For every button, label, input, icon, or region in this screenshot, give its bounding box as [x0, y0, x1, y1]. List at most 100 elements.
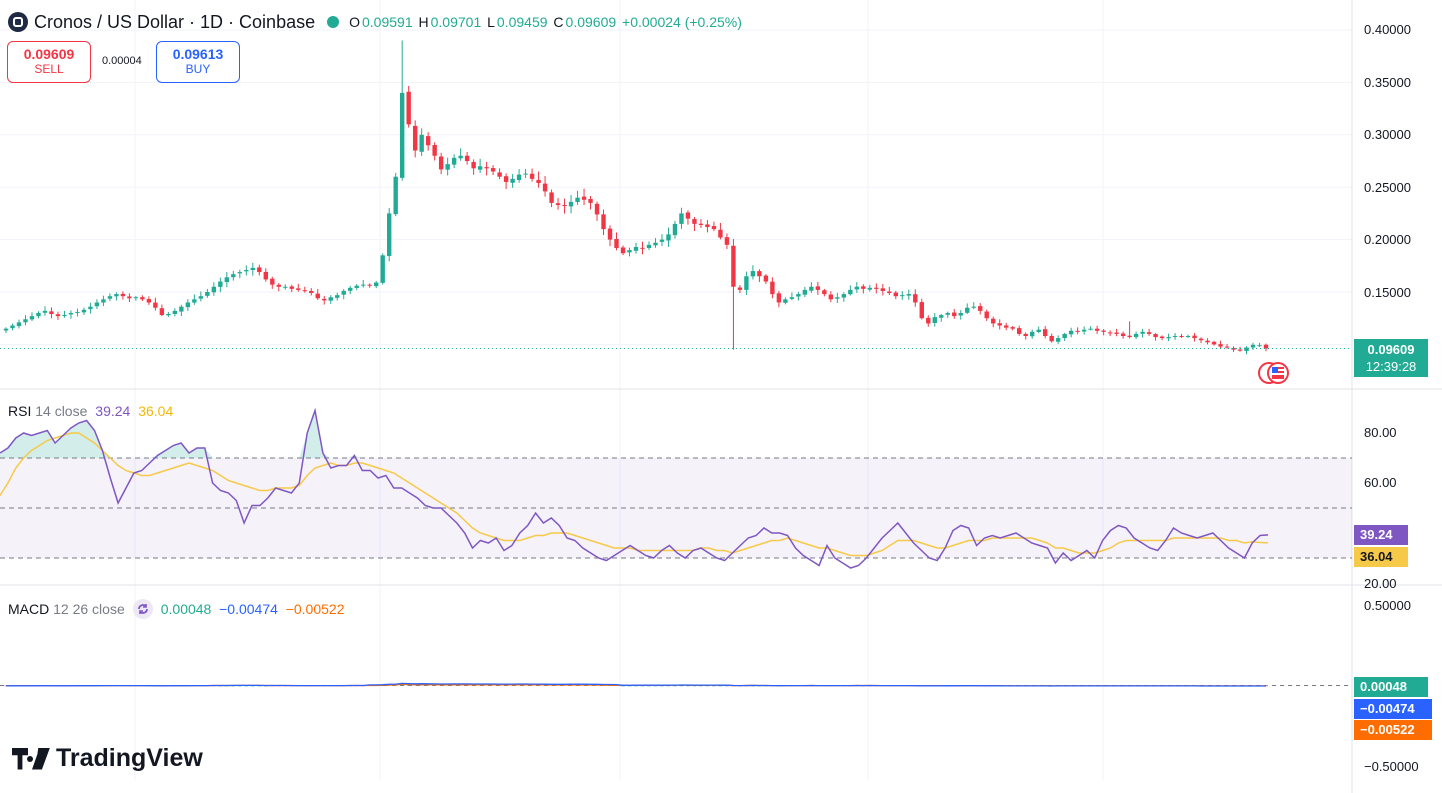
candle-body	[29, 316, 35, 320]
candle-body	[1250, 344, 1256, 348]
candle-body	[497, 172, 502, 177]
candle-body	[601, 214, 606, 230]
symbol-header: Cronos / US Dollar · 1D · Coinbase O 0.09…	[8, 10, 744, 34]
rsi-tick: 60.00	[1364, 475, 1397, 490]
candle-body	[374, 282, 379, 287]
candle-body	[627, 250, 632, 253]
candle-body	[464, 155, 470, 161]
candle-body	[1224, 346, 1230, 348]
symbol-title[interactable]: Cronos / US Dollar · 1D · Coinbase	[34, 11, 316, 32]
rsi-ma-tag: 36.04	[1354, 547, 1408, 567]
candle-body	[367, 284, 372, 286]
rsi-value: 39.24	[95, 403, 131, 419]
candle-body	[309, 290, 314, 294]
candle-body	[211, 286, 217, 293]
candle-body	[906, 294, 911, 296]
candle-body	[666, 234, 671, 241]
candle-body	[724, 237, 730, 245]
macd-tick: 0.50000	[1364, 598, 1411, 613]
candle-body	[1120, 333, 1126, 337]
last-price: 0.09609	[1367, 342, 1415, 357]
us-flag-icon[interactable]	[1258, 362, 1290, 384]
candle-body	[685, 212, 691, 219]
candle-body	[568, 201, 574, 207]
candle-body	[614, 239, 619, 248]
candle-body	[1107, 332, 1113, 334]
candle-body	[146, 299, 152, 303]
candle-body	[1075, 330, 1080, 332]
candle-body	[127, 296, 132, 299]
candle-body	[529, 173, 535, 179]
candle-body	[296, 288, 301, 290]
macd-signal-value: −0.00522	[285, 601, 345, 617]
candle-body	[237, 272, 243, 274]
candle-body	[419, 134, 424, 152]
candle-body	[900, 295, 905, 297]
macd-hist-value: 0.00048	[160, 601, 212, 617]
open-value: 0.09591	[362, 14, 413, 30]
candle-body	[3, 328, 9, 331]
macd-legend[interactable]: MACD 12 26 close 0.00048 −0.00474 −0.005…	[8, 599, 345, 619]
candle-body	[880, 288, 886, 291]
candle-body	[783, 299, 788, 303]
candle-body	[477, 166, 483, 170]
candle-body	[250, 267, 256, 271]
price-tick: 0.20000	[1364, 232, 1411, 247]
candle-body	[841, 294, 847, 298]
candle-body	[945, 312, 950, 315]
candle-body	[315, 293, 320, 299]
candle-body	[997, 323, 1002, 326]
candle-body	[198, 296, 204, 299]
candle-body	[1211, 341, 1217, 345]
candle-body	[179, 306, 184, 312]
rsi-overbought-fill	[0, 410, 1268, 458]
candle-body	[1114, 332, 1119, 334]
candle-body	[1023, 333, 1028, 337]
candle-body	[289, 286, 294, 289]
candle-body	[971, 306, 976, 308]
spread-value: 0.00004	[102, 55, 142, 67]
candle-body	[81, 309, 87, 313]
candle-body	[1133, 333, 1139, 338]
candle-body	[263, 271, 268, 280]
ohlc-readout: O 0.09591 H 0.09701 L 0.09459 C 0.09609 +0.0…	[349, 14, 742, 30]
candle-body	[991, 318, 996, 324]
candle-body	[218, 281, 223, 287]
high-value: 0.09701	[430, 14, 482, 30]
candle-body	[874, 287, 879, 289]
candle-body	[1205, 340, 1210, 343]
price-tick: 0.40000	[1364, 22, 1411, 37]
macd-signal-tag: −0.00522	[1354, 720, 1432, 740]
candle-body	[672, 223, 678, 236]
candle-body	[425, 136, 431, 146]
tradingview-logo[interactable]: TradingView	[12, 744, 203, 773]
candle-body	[231, 274, 236, 278]
rsi-legend[interactable]: RSI 14 close 39.24 36.04	[8, 403, 173, 419]
candle-body	[581, 196, 587, 200]
candle-body	[1062, 333, 1067, 339]
tradingview-logo-icon	[12, 747, 50, 770]
macd-line	[5, 682, 1266, 687]
candle-body	[133, 297, 139, 299]
buy-button[interactable]: 0.09613 BUY	[156, 41, 240, 83]
candle-body	[588, 198, 593, 203]
candle-body	[451, 157, 457, 165]
candle-body	[1042, 329, 1048, 337]
candle-body	[1153, 334, 1158, 338]
candle-body	[270, 278, 275, 285]
candle-body	[438, 156, 444, 170]
candle-body	[1004, 325, 1009, 328]
rsi-tick: 80.00	[1364, 425, 1397, 440]
macd-params: 12 26 close	[53, 601, 125, 617]
candle-body	[893, 292, 898, 297]
rsi-tick: 20.00	[1364, 576, 1397, 591]
candle-body	[1088, 328, 1093, 330]
sell-button[interactable]: 0.09609 SELL	[7, 41, 91, 83]
candle-body	[653, 242, 658, 246]
candle-body	[283, 286, 288, 288]
candle-body	[75, 311, 80, 313]
candle-body	[822, 290, 827, 295]
refresh-icon[interactable]	[132, 599, 153, 619]
candle-body	[796, 294, 801, 297]
